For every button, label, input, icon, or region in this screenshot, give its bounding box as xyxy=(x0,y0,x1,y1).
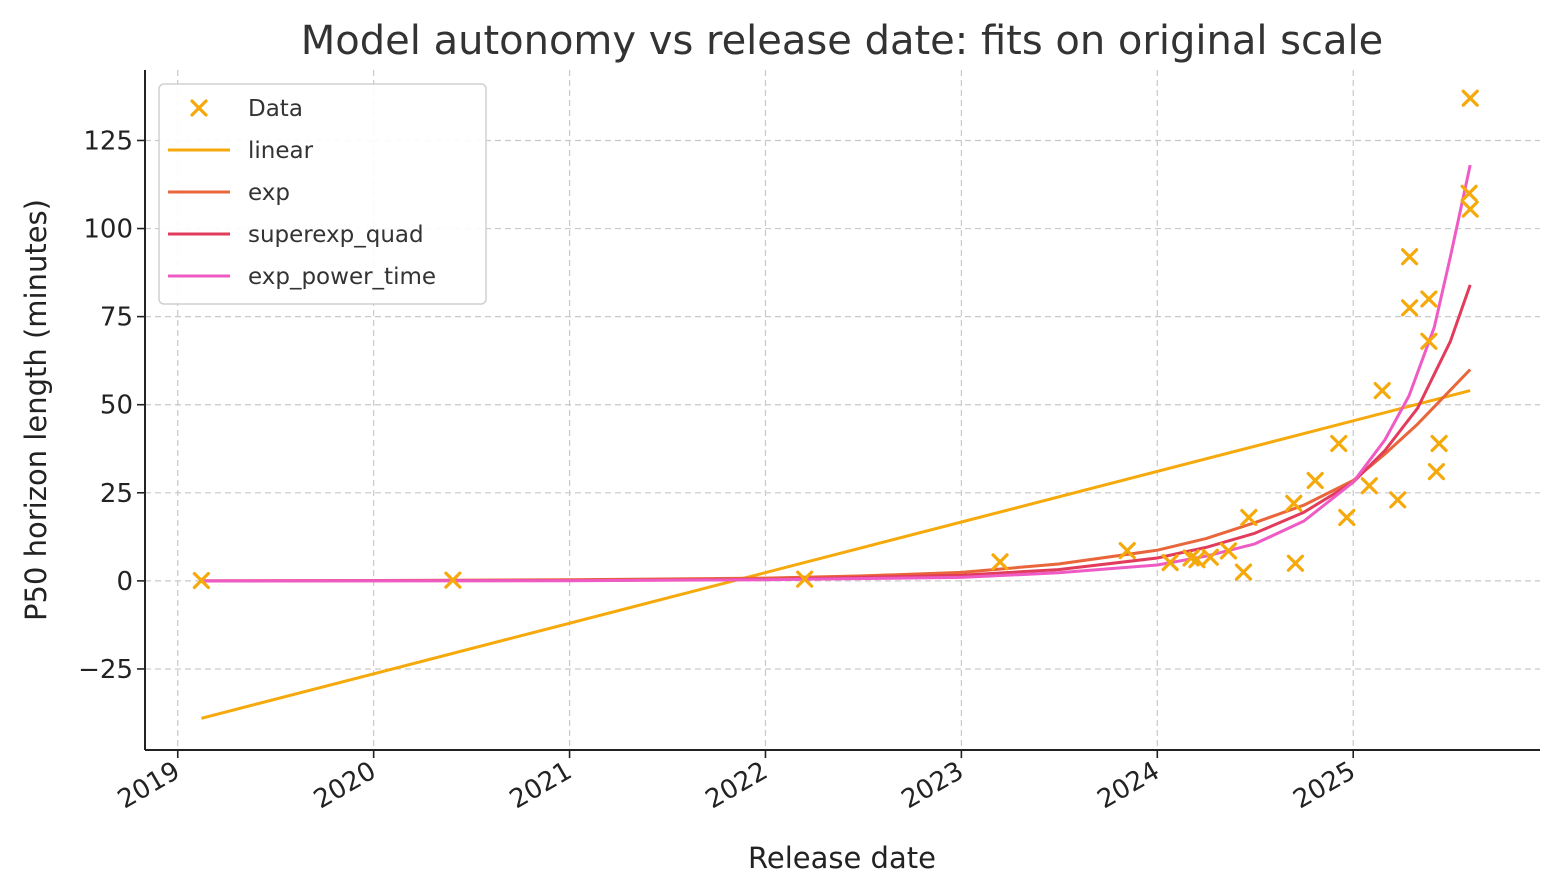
data-point xyxy=(796,570,814,588)
data-point xyxy=(1234,563,1253,581)
x-tick-label-2021: 2021 xyxy=(505,756,577,815)
y-tick-label-0: 0 xyxy=(116,567,133,597)
data-point xyxy=(1161,553,1179,572)
legend-label-exp-power-time: exp_power_time xyxy=(248,264,436,290)
data-point xyxy=(1373,382,1391,400)
x-tick-label-2024: 2024 xyxy=(1092,756,1164,815)
y-tick-label-25: 25 xyxy=(100,479,133,509)
legend-item-exp: exp xyxy=(168,180,290,206)
series-line-exp xyxy=(201,368,1472,583)
legend-label-exp: exp xyxy=(248,180,290,206)
series-lines xyxy=(201,164,1472,720)
data-point xyxy=(1420,332,1438,350)
data-point xyxy=(1240,508,1258,527)
x-tick-label-2019: 2019 xyxy=(113,756,185,815)
legend: Data linear exp superexp_quad exp_power_time xyxy=(158,83,487,305)
y-tick-label-125: 125 xyxy=(83,126,133,156)
x-tick-label-2020: 2020 xyxy=(309,756,381,815)
x-tick-label-2023: 2023 xyxy=(897,756,969,815)
data-point xyxy=(1188,551,1206,569)
y-tick-label-50: 50 xyxy=(100,391,133,421)
data-point xyxy=(444,571,462,589)
legend-item-exp-power-time: exp_power_time xyxy=(168,264,436,290)
data-point xyxy=(1330,434,1348,453)
data-point xyxy=(192,571,210,590)
data-point xyxy=(1118,541,1136,560)
data-point xyxy=(1461,89,1479,107)
data-point xyxy=(1389,491,1407,509)
data-point xyxy=(1338,508,1356,527)
data-point xyxy=(1420,290,1438,308)
legend-box xyxy=(158,83,487,305)
series-line-linear xyxy=(201,389,1471,720)
x-tick-label-2022: 2022 xyxy=(701,756,773,815)
data-points xyxy=(192,89,1479,590)
data-point xyxy=(1400,248,1419,266)
legend-item-superexp-quad: superexp_quad xyxy=(168,222,424,248)
data-point xyxy=(1285,494,1303,512)
data-point xyxy=(1286,554,1305,572)
y-tick-label-75: 75 xyxy=(100,303,133,333)
x-axis-label: Release date xyxy=(748,841,936,875)
legend-label-superexp-quad: superexp_quad xyxy=(248,222,424,248)
series-line-exp-power-time xyxy=(201,164,1472,583)
series-line-superexp-quad xyxy=(201,284,1472,583)
legend-label-linear: linear xyxy=(248,138,314,164)
legend-item-linear: linear xyxy=(168,138,314,164)
y-tick-label--25: −25 xyxy=(78,655,133,685)
data-point xyxy=(1360,477,1378,495)
data-point xyxy=(1219,542,1238,560)
data-point xyxy=(1201,548,1219,566)
legend-label-data: Data xyxy=(248,96,303,122)
legend-item-data: Data xyxy=(190,96,303,122)
axes xyxy=(144,70,1540,751)
data-point xyxy=(1306,471,1324,490)
x-tick-label-2025: 2025 xyxy=(1288,756,1360,815)
data-point xyxy=(1460,184,1478,202)
data-point xyxy=(1461,200,1479,218)
data-point xyxy=(1430,434,1448,453)
chart-title: Model autonomy vs release date: fits on … xyxy=(301,18,1383,64)
y-axis-label: P50 horizon length (minutes) xyxy=(19,199,53,621)
data-point xyxy=(1427,463,1446,481)
data-point xyxy=(1400,299,1419,317)
y-tick-label-100: 100 xyxy=(83,215,133,245)
data-point xyxy=(991,553,1009,571)
